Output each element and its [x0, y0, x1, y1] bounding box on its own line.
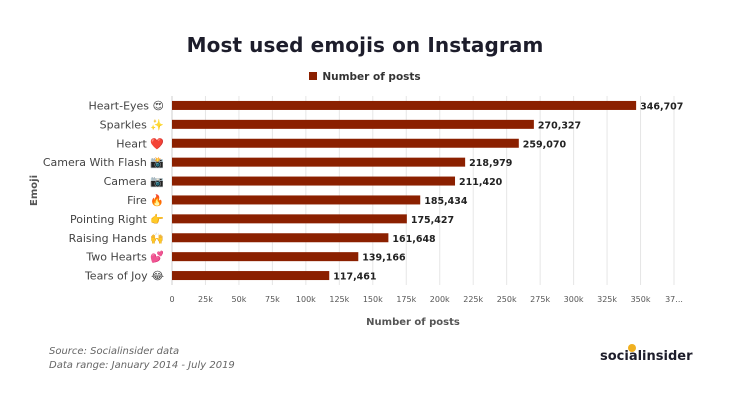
category-label: Fire 🔥: [127, 194, 164, 207]
bar: [172, 138, 519, 148]
bar: [172, 100, 637, 110]
data-label: 270,327: [538, 120, 581, 131]
bar: [172, 195, 421, 205]
data-label: 161,648: [392, 234, 436, 245]
chart-footer: Source: Socialinsider data Data range: J…: [49, 345, 235, 373]
x-tick-label: 250k: [497, 295, 517, 304]
category-label: Camera With Flash 📸: [43, 156, 164, 169]
category-label: Sparkles ✨: [100, 118, 165, 131]
data-label: 346,707: [640, 101, 683, 112]
x-tick-label: 275k: [530, 295, 550, 304]
bar: [172, 214, 407, 224]
data-label: 185,434: [424, 196, 468, 207]
chart-legend[interactable]: Number of posts: [0, 71, 730, 83]
x-tick-label: 125k: [329, 295, 349, 304]
bar: [172, 157, 466, 167]
chart-title: Most used emojis on Instagram: [186, 33, 544, 57]
x-tick-label: 325k: [597, 295, 617, 304]
data-label: 259,070: [523, 139, 567, 150]
data-label: 175,427: [411, 215, 454, 226]
y-axis-title: Emoji: [29, 175, 40, 206]
category-label: Two Hearts 💕: [85, 251, 164, 264]
category-label: Raising Hands 🙌: [69, 232, 164, 245]
x-tick-label: 37...: [665, 295, 683, 304]
x-tick-label: 225k: [463, 295, 483, 304]
x-tick-label: 200k: [430, 295, 450, 304]
category-label: Camera 📷: [104, 175, 165, 188]
legend-label: Number of posts: [322, 71, 421, 83]
logo-dot-icon: [628, 344, 636, 352]
bar: [172, 233, 389, 243]
x-tick-label: 75k: [265, 295, 280, 304]
x-tick-label: 0: [169, 295, 174, 304]
logo-text: socialinsider: [600, 349, 693, 364]
x-tick-label: 350k: [631, 295, 651, 304]
x-tick-label: 300k: [564, 295, 584, 304]
legend-swatch: [309, 72, 318, 80]
category-label: Pointing Right 👉: [70, 213, 164, 226]
bar: [172, 176, 456, 186]
data-label: 218,979: [469, 158, 512, 169]
category-label: Heart-Eyes 😍: [88, 99, 164, 112]
bar: [172, 252, 359, 262]
bar: [172, 119, 534, 129]
x-tick-label: 50k: [232, 295, 247, 304]
socialinsider-logo: socialinsider: [600, 344, 693, 364]
data-label: 139,166: [362, 253, 406, 264]
x-axis-title: Number of posts: [366, 317, 460, 328]
category-label: Heart ❤️: [116, 137, 164, 150]
data-label: 117,461: [333, 272, 376, 283]
x-tick-label: 175k: [396, 295, 416, 304]
x-tick-label: 100k: [296, 295, 316, 304]
source-note: Source: Socialinsider data: [49, 346, 180, 357]
x-tick-label: 150k: [363, 295, 383, 304]
x-tick-label: 25k: [198, 295, 213, 304]
bar: [172, 271, 330, 281]
data-label: 211,420: [459, 177, 503, 188]
date-range-note: Data range: January 2014 - July 2019: [49, 360, 235, 371]
category-label: Tears of Joy 😂: [84, 270, 164, 283]
